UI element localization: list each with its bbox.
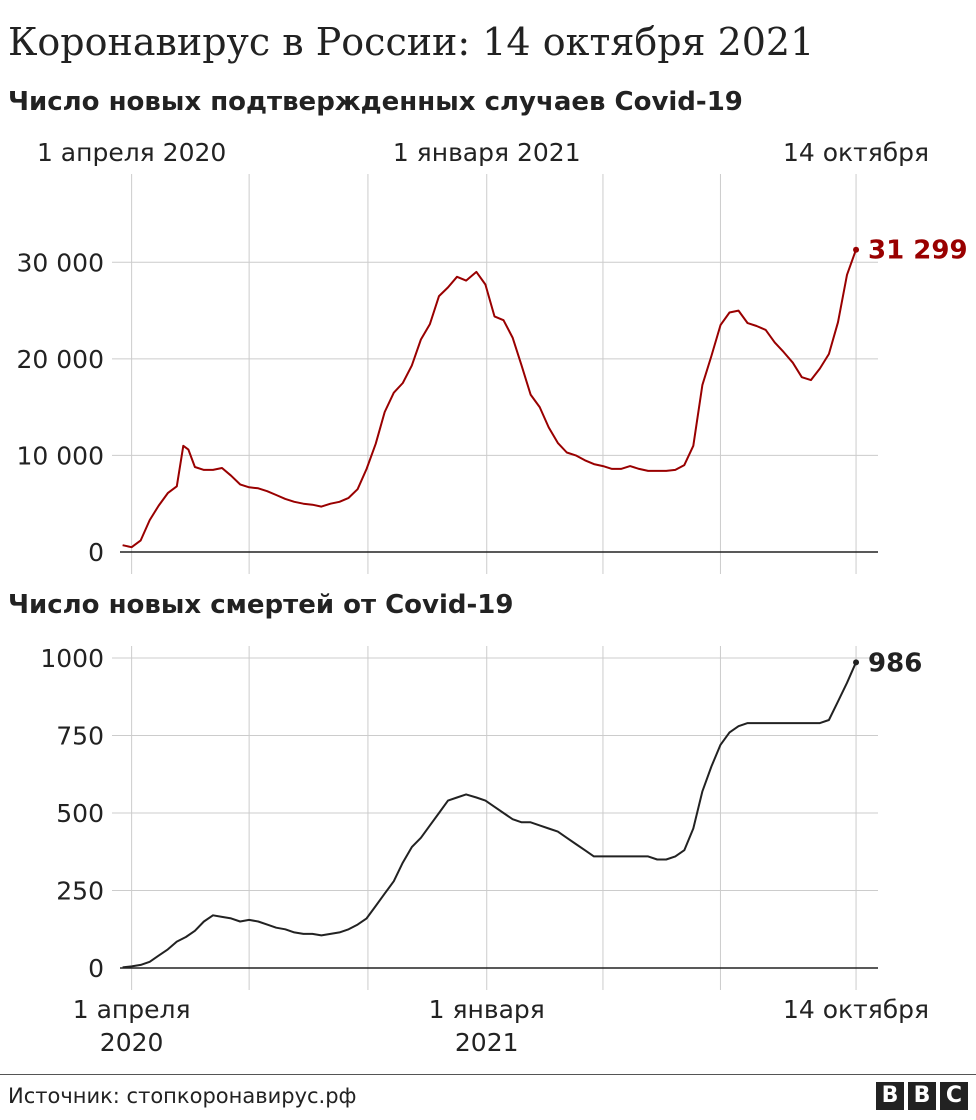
x-tick-label: 1 апреля 2020 <box>37 138 226 167</box>
y-tick-label: 250 <box>56 877 104 906</box>
page-title: Коронавирус в России: 14 октября 2021 <box>8 20 815 64</box>
x-tick-label: 1 января 2021 <box>429 995 545 1057</box>
x-tick-label: 14 октября <box>783 995 929 1024</box>
y-tick-label: 30 000 <box>17 248 104 277</box>
deaths-chart: 0 250 500 750 1000 1 апреля 2020 1 января 2021 14… <box>40 644 929 1057</box>
cases-chart: 0 10 000 20 000 30 000 1 апреля 2020 1 января… <box>17 138 968 574</box>
y-tick-label: 20 000 <box>17 345 104 374</box>
bbc-logo-letter: B <box>908 1082 936 1110</box>
end-value-label: 986 <box>868 648 922 678</box>
footer-divider <box>0 1074 976 1075</box>
deaths-chart-title: Число новых смертей от Covid-19 <box>8 590 514 620</box>
y-tick-label: 0 <box>88 538 104 567</box>
y-tick-label: 0 <box>88 954 104 983</box>
bbc-logo-letter: B <box>876 1082 904 1110</box>
end-value-label: 31 299 <box>868 236 968 266</box>
series-line <box>122 661 857 969</box>
x-tick-label: 1 января 2021 <box>393 138 581 167</box>
bbc-logo-letter: C <box>940 1082 968 1110</box>
bbc-logo: B B C <box>876 1082 968 1110</box>
y-tick-label: 500 <box>56 799 104 828</box>
y-tick-label: 750 <box>56 722 104 751</box>
source-note: Источник: стопкоронавирус.рф <box>8 1084 357 1108</box>
y-tick-label: 1000 <box>40 644 104 673</box>
x-tick-label: 14 октября <box>783 138 929 167</box>
x-tick-label: 1 апреля 2020 <box>73 995 191 1057</box>
end-point <box>853 246 860 253</box>
cases-chart-title: Число новых подтвержденных случаев Covid… <box>8 87 743 117</box>
series-line <box>122 249 857 549</box>
y-tick-label: 10 000 <box>17 441 104 470</box>
end-point <box>853 659 860 666</box>
